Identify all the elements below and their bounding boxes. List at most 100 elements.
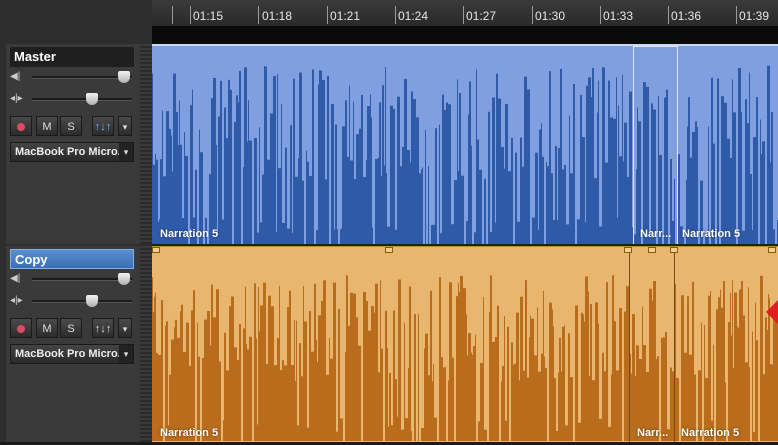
waveform-bar bbox=[245, 286, 246, 441]
waveform-bar bbox=[642, 306, 643, 441]
waveform-bar bbox=[346, 275, 348, 441]
solo-button[interactable]: S bbox=[60, 116, 82, 136]
waveform-bar bbox=[750, 174, 752, 244]
waveform-bar bbox=[639, 359, 642, 441]
waveform-bar bbox=[186, 322, 189, 441]
waveform-bar bbox=[213, 78, 216, 244]
waveform-bar bbox=[237, 360, 239, 441]
waveform-bar bbox=[544, 356, 545, 441]
waveform-bar bbox=[195, 169, 197, 244]
clip-handle[interactable] bbox=[648, 247, 656, 253]
waveform-bar bbox=[558, 148, 560, 244]
track-lane-copy[interactable]: Narration 5 Narr... Narration 5 bbox=[152, 246, 778, 443]
waveform-bar bbox=[468, 333, 471, 441]
volume-slider-copy[interactable]: ◀| bbox=[10, 272, 134, 286]
ruler-strip bbox=[152, 26, 778, 44]
clip-handle[interactable] bbox=[670, 247, 678, 253]
waveform-bar bbox=[278, 168, 281, 244]
waveform-bar bbox=[385, 310, 387, 441]
pan-slider-copy[interactable]: ◂|▸ bbox=[10, 294, 134, 308]
waveform-bar bbox=[197, 322, 198, 441]
waveform-bar bbox=[443, 367, 446, 441]
track-lane-master[interactable]: Narration 5 Narr... Narration 5 bbox=[152, 44, 778, 246]
waveform-bar bbox=[525, 280, 527, 441]
waveform-bar bbox=[627, 176, 629, 244]
mute-button[interactable]: M bbox=[36, 318, 58, 338]
waveform-bar bbox=[523, 370, 525, 441]
waveform-bar bbox=[532, 217, 535, 244]
waveform-bar bbox=[219, 361, 221, 441]
waveform-bar bbox=[597, 112, 598, 244]
input-device-select-copy[interactable]: MacBook Pro Micro... ▾ bbox=[10, 344, 134, 364]
waveform-bar bbox=[165, 325, 166, 441]
track-name-master[interactable]: Master bbox=[10, 47, 134, 67]
record-button[interactable] bbox=[10, 318, 32, 338]
waveform-bar bbox=[388, 426, 389, 441]
waveform-bar bbox=[271, 306, 274, 441]
pan-slider-thumb[interactable] bbox=[86, 93, 98, 105]
waveform-bar bbox=[295, 176, 298, 244]
waveform-bar bbox=[306, 150, 307, 244]
waveform-bar bbox=[651, 103, 653, 244]
clip-handle[interactable] bbox=[152, 247, 160, 253]
waveform-bar bbox=[732, 280, 733, 441]
clip-handle[interactable] bbox=[768, 247, 776, 253]
volume-slider-master[interactable]: ◀| bbox=[10, 70, 134, 84]
eq-button[interactable]: ↑↓↑ bbox=[92, 318, 114, 338]
waveform-bar bbox=[610, 117, 613, 244]
waveform-bar bbox=[154, 296, 155, 441]
waveform-bar bbox=[260, 222, 262, 244]
header-resize-grip[interactable] bbox=[140, 246, 152, 442]
waveform-bar bbox=[529, 337, 530, 441]
waveform-bar bbox=[192, 89, 193, 244]
waveform-bar bbox=[301, 376, 303, 441]
volume-slider-thumb[interactable] bbox=[118, 71, 130, 83]
waveform-bar bbox=[585, 276, 588, 441]
waveform-bar bbox=[202, 357, 204, 441]
track-menu-button[interactable]: ▾ bbox=[118, 318, 132, 338]
playhead-marker-icon[interactable] bbox=[766, 300, 778, 324]
waveform-bar bbox=[259, 331, 260, 441]
waveform-bar bbox=[175, 319, 177, 441]
waveform-bar bbox=[490, 275, 492, 441]
waveform-bar bbox=[770, 162, 771, 244]
waveform-bar bbox=[442, 94, 444, 244]
selection-region[interactable] bbox=[633, 46, 678, 246]
waveform-bar bbox=[559, 337, 561, 441]
waveform-bar bbox=[163, 176, 166, 244]
pan-slider-track bbox=[32, 295, 132, 307]
mute-button[interactable]: M bbox=[36, 116, 58, 136]
waveform-bar bbox=[243, 328, 245, 441]
pan-slider-thumb[interactable] bbox=[86, 295, 98, 307]
timeline-ruler[interactable]: 01:15 01:18 01:21 01:24 01:27 01:30 01:3… bbox=[152, 0, 778, 44]
waveform-bar bbox=[184, 131, 185, 244]
waveform-bar bbox=[755, 302, 756, 441]
waveform-master bbox=[152, 65, 778, 245]
waveform-bar bbox=[234, 121, 236, 244]
waveform-bar bbox=[469, 81, 471, 244]
header-resize-grip[interactable] bbox=[140, 44, 152, 244]
input-device-select-master[interactable]: MacBook Pro Micro... ▾ bbox=[10, 142, 134, 162]
waveform-bar bbox=[375, 283, 378, 441]
waveform-bar bbox=[425, 129, 426, 244]
clip-handle[interactable] bbox=[385, 247, 393, 253]
solo-button[interactable]: S bbox=[60, 318, 82, 338]
waveform-bar bbox=[471, 145, 472, 244]
pan-slider-master[interactable]: ◂|▸ bbox=[10, 92, 134, 106]
eq-button[interactable]: ↑↓↑ bbox=[92, 116, 114, 136]
volume-slider-thumb[interactable] bbox=[118, 273, 130, 285]
waveform-bar bbox=[624, 311, 626, 441]
waveform-bar bbox=[632, 314, 635, 441]
clip-handle[interactable] bbox=[624, 247, 632, 253]
record-button[interactable] bbox=[10, 116, 32, 136]
waveform-bar bbox=[575, 305, 578, 441]
waveform-bar bbox=[547, 166, 549, 244]
waveform-bar bbox=[553, 326, 554, 441]
waveform-bar bbox=[367, 106, 370, 244]
track-menu-button[interactable]: ▾ bbox=[118, 116, 132, 136]
waveform-bar bbox=[605, 162, 608, 244]
ruler-label: 01:39 bbox=[739, 9, 770, 23]
track-name-copy[interactable]: Copy bbox=[10, 249, 134, 269]
waveform-bar bbox=[270, 113, 273, 244]
waveform-bar bbox=[732, 79, 733, 244]
